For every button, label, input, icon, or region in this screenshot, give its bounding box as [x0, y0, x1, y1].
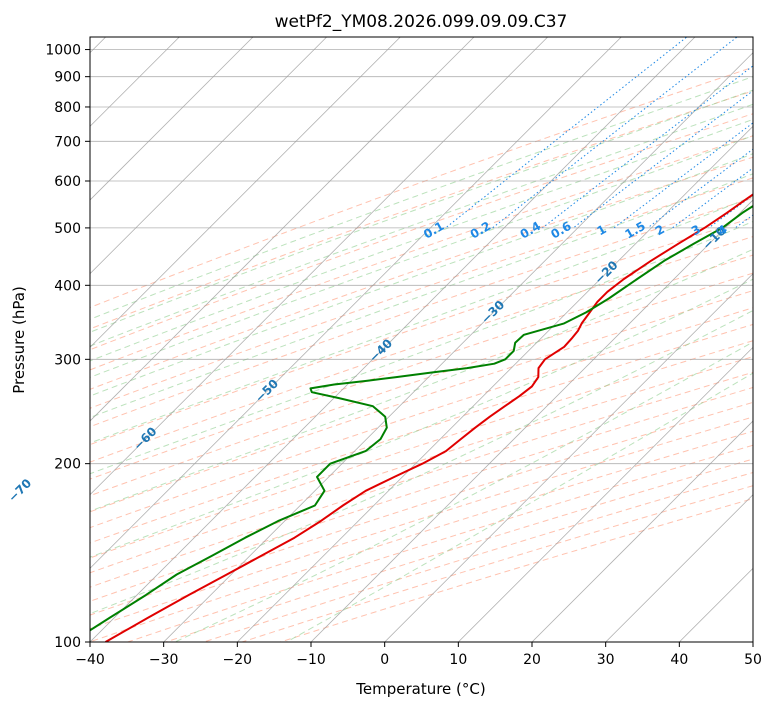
skew-isotherm	[237, 125, 753, 642]
skew-isotherm	[90, 37, 254, 201]
moist-adiabat	[90, 220, 753, 475]
mixing-ratio-line	[445, 37, 688, 229]
y-tick-label: 900	[54, 70, 81, 86]
skew-isotherm	[90, 37, 548, 496]
y-axis-label: Pressure (hPa)	[10, 286, 28, 394]
dry-adiabat	[90, 113, 753, 351]
x-tick-label: −40	[75, 652, 105, 668]
skew-isotherm	[90, 37, 327, 275]
skew-isotherm	[90, 37, 696, 642]
skew-isotherm	[90, 37, 475, 422]
mixing-ratio-line	[613, 122, 753, 229]
skew-isotherm	[90, 37, 622, 569]
profile-series	[90, 193, 753, 642]
x-tick-label: 30	[597, 652, 615, 668]
moist-adiabat	[90, 309, 753, 615]
y-tick-label: 1000	[45, 43, 81, 59]
x-axis-label: Temperature (°C)	[355, 680, 485, 698]
temperature-profile	[105, 193, 753, 642]
dewpoint-profile	[90, 204, 753, 632]
dry-adiabat	[90, 90, 753, 330]
dry-adiabat	[90, 217, 753, 446]
x-tick-label: 20	[523, 652, 541, 668]
moist-adiabat	[90, 248, 753, 512]
y-tick-label: 700	[54, 134, 81, 150]
x-tick-label: 0	[380, 652, 389, 668]
plot-frame	[89, 36, 754, 643]
moist-adiabat	[174, 341, 753, 642]
dry-adiabat	[90, 156, 753, 390]
x-tick-label: 10	[449, 652, 467, 668]
moist-adiabat	[286, 372, 753, 642]
skew-isotherm	[605, 494, 753, 642]
y-tick-label: 500	[54, 221, 81, 237]
y-tick-label: 400	[54, 278, 81, 294]
dry-adiabat	[90, 135, 753, 371]
chart-title: wetPf2_YM08.2026.099.09.09.C37	[275, 12, 568, 32]
mixing-ratio-line	[542, 65, 753, 229]
dry-adiabat	[90, 177, 753, 409]
y-tick-label: 300	[54, 352, 81, 368]
skew-isotherm	[90, 37, 401, 348]
moist-adiabat	[90, 278, 753, 558]
skew-isotherm	[458, 346, 753, 642]
dry-adiabat	[90, 371, 753, 588]
dry-adiabat	[90, 307, 753, 529]
skew-isotherm	[163, 52, 753, 642]
y-tick-label: 800	[54, 100, 81, 116]
y-tick-label: 200	[54, 457, 81, 473]
plot-area	[90, 37, 753, 642]
mixing-ratio-line	[492, 37, 738, 229]
dry-adiabat	[90, 254, 753, 480]
x-tick-label: −10	[296, 652, 326, 668]
x-tick-label: −30	[149, 652, 179, 668]
dry-adiabat	[90, 272, 753, 497]
y-tick-label: 600	[54, 174, 81, 190]
dry-adiabat	[90, 236, 753, 463]
x-axis: −40 −30 −20 −10 0 10 20 30 40 50	[75, 642, 762, 668]
x-tick-label: 50	[744, 652, 762, 668]
y-axis: 100 200 300 400 500 600 700 800 900 1000	[45, 43, 90, 651]
dry-adiabat	[90, 340, 753, 559]
x-tick-label: −20	[223, 652, 253, 668]
skew-isotherm	[384, 273, 753, 642]
skew-isotherm	[531, 420, 753, 642]
x-tick-label: 40	[670, 652, 688, 668]
y-tick-label: 100	[54, 635, 81, 651]
skew-isotherm	[310, 199, 753, 642]
grid-lines	[90, 37, 753, 642]
mixing-ratio-lines	[445, 37, 753, 229]
